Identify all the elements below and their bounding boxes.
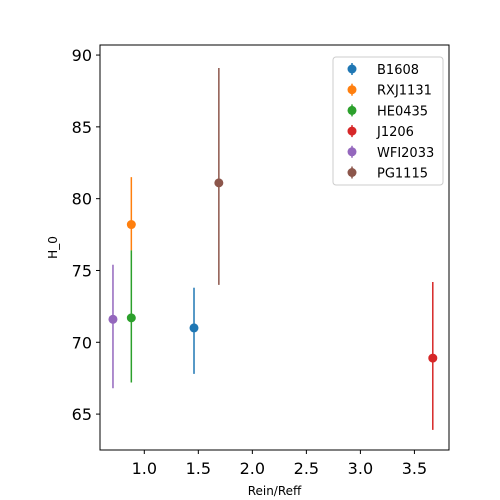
data-point: [428, 353, 438, 363]
x-axis-ticks: 1.0 1.5 2.0 2.5 3.0 3.5: [132, 450, 427, 478]
series-pg1115: [214, 67, 224, 285]
legend: B1608 RXJ1131 HE0435 J1206 WFI2033 PG1115: [332, 56, 444, 186]
legend-point-marker: [347, 105, 357, 115]
x-axis-label: Rein/Reff: [248, 484, 302, 498]
y-tick-label: 65: [72, 405, 92, 424]
legend-point-marker: [347, 147, 357, 157]
legend-item: PG1115: [347, 166, 428, 182]
data-point: [126, 313, 136, 323]
x-tick-label: 1.5: [186, 459, 211, 478]
legend-item: RXJ1131: [347, 83, 432, 99]
legend-label: PG1115: [377, 167, 428, 182]
series-rxj1131: [126, 177, 136, 251]
y-tick-label: 85: [72, 118, 92, 137]
legend-label: HE0435: [377, 104, 428, 119]
legend-item: WFI2033: [347, 145, 434, 161]
legend-point-marker: [347, 168, 357, 177]
legend-items: B1608 RXJ1131 HE0435 J1206 WFI2033 PG1115: [347, 63, 434, 182]
legend-point-marker: [347, 126, 357, 136]
series-wfi2033: [108, 264, 118, 389]
legend-label: J1206: [376, 125, 414, 140]
legend-label: WFI2033: [377, 146, 434, 161]
data-point: [214, 178, 224, 188]
y-tick-label: 90: [72, 46, 92, 65]
x-tick-label: 2.0: [240, 459, 265, 478]
plot-frame: [99, 44, 450, 451]
series-layer: [108, 67, 438, 430]
legend-item: HE0435: [347, 104, 428, 119]
legend-label: B1608: [377, 63, 419, 78]
legend-label: RXJ1131: [377, 84, 432, 99]
y-tick-label: 70: [72, 333, 92, 352]
legend-point-marker: [347, 64, 357, 74]
legend-frame: [332, 56, 444, 186]
x-tick-label: 2.5: [294, 459, 319, 478]
data-point: [108, 314, 118, 324]
data-point: [189, 323, 199, 333]
y-tick-label: 80: [72, 190, 92, 209]
y-axis-ticks: 65 70 75 80 85 90: [72, 46, 100, 424]
legend-point-marker: [347, 85, 357, 95]
legend-item: J1206: [347, 125, 414, 140]
y-tick-label: 75: [72, 261, 92, 280]
legend-item: B1608: [347, 63, 419, 78]
series-b1608: [189, 287, 199, 374]
x-tick-label: 3.5: [402, 459, 427, 478]
y-axis-label: H_0: [46, 236, 60, 259]
series-he0435: [126, 250, 136, 383]
x-tick-label: 1.0: [132, 459, 157, 478]
data-point: [126, 220, 136, 230]
x-tick-label: 3.0: [348, 459, 373, 478]
series-j1206: [428, 281, 438, 430]
